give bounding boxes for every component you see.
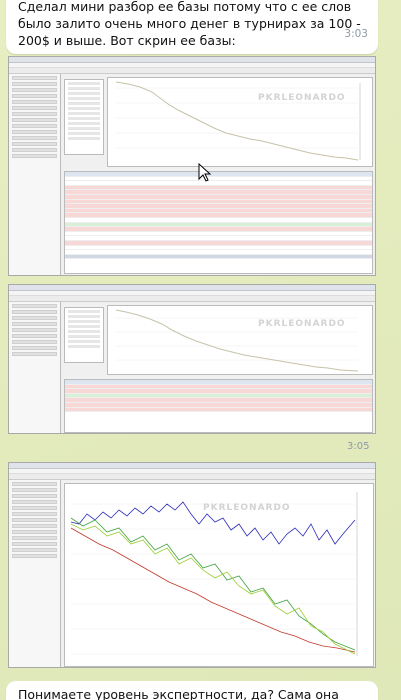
stats-summary-box xyxy=(64,307,104,363)
message-text: Понимаете уровень экспертности, да? Сама… xyxy=(18,687,339,700)
message-time: 3:05 xyxy=(347,441,370,452)
window-titlebar xyxy=(9,285,375,291)
screenshot-database-2[interactable]: PKRLEONARDO xyxy=(8,284,376,434)
filters-panel xyxy=(9,74,61,275)
message-text: Сделал мини разбор ее базы потому что с … xyxy=(18,0,361,48)
window-toolbar xyxy=(9,68,375,74)
tournaments-table[interactable] xyxy=(64,379,373,433)
profit-graph: PKRLEONARDO xyxy=(107,305,373,375)
window-menubar xyxy=(9,469,375,474)
profit-graph: PKRLEONARDO xyxy=(107,77,373,167)
window-toolbar xyxy=(9,296,375,302)
multi-line-profit-graph: PKRLEONARDO xyxy=(64,483,374,667)
chart-watermark: PKRLEONARDO xyxy=(258,319,346,329)
filters-panel xyxy=(9,480,61,667)
window-titlebar xyxy=(9,463,375,469)
mouse-cursor-icon xyxy=(198,163,212,182)
message-time: 3:03 xyxy=(344,28,368,40)
window-toolbar xyxy=(9,474,375,480)
filters-panel xyxy=(9,302,61,433)
window-menubar xyxy=(9,291,375,296)
window-titlebar xyxy=(9,57,375,63)
tournaments-table[interactable] xyxy=(64,171,373,274)
window-menubar xyxy=(9,63,375,68)
chart-watermark: PKRLEONARDO xyxy=(258,93,346,103)
message-bubble-followup: Понимаете уровень экспертности, да? Сама… xyxy=(6,681,378,700)
screenshot-database-1[interactable]: PKRLEONARDO xyxy=(8,56,376,276)
stats-summary-box xyxy=(64,79,104,155)
chart-watermark: PKRLEONARDO xyxy=(203,503,291,513)
screenshot-database-3[interactable]: PKRLEONARDO xyxy=(8,462,376,668)
message-bubble-intro: Сделал мини разбор ее базы потому что с … xyxy=(6,0,378,54)
